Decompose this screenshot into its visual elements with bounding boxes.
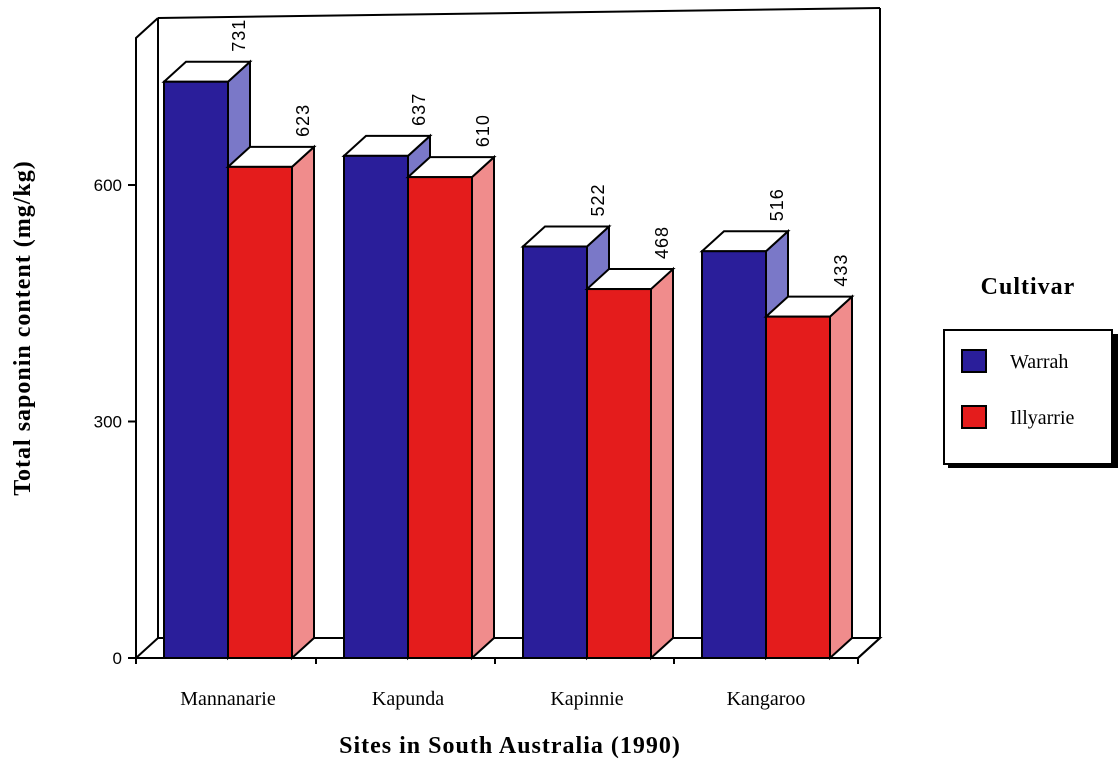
bars-group: 731 623 637 610 522 468 516 433	[161, 19, 855, 661]
bar-value-label: 610	[473, 114, 493, 147]
bar-illyarrie-mannanarie: 623	[225, 104, 317, 661]
bar-value-label: 433	[831, 254, 851, 287]
legend-swatch-warrah	[961, 349, 987, 373]
bar-value-label: 637	[409, 93, 429, 126]
bar-side	[829, 294, 853, 661]
bar-front	[586, 288, 652, 659]
bar-front	[522, 245, 588, 660]
axes-group: 0 300 600 Mannanarie Kapunda Kapinnie Kangaroo	[94, 176, 881, 710]
bar-front	[765, 315, 831, 659]
bar-value-label: 522	[588, 183, 608, 216]
legend-label-warrah: Warrah	[1010, 351, 1068, 373]
bar-warrah-mannanarie: 731	[161, 19, 253, 661]
bar-front	[163, 80, 229, 659]
legend-title: Cultivar	[981, 274, 1076, 300]
bar-illyarrie-kapinnie: 468	[584, 226, 676, 661]
bar-value-label: 516	[767, 188, 787, 221]
y-tick-label: 300	[94, 413, 122, 432]
bar-front	[701, 250, 767, 659]
bar-illyarrie-kangaroo: 433	[763, 254, 855, 661]
y-tick-label: 600	[94, 176, 122, 195]
legend-label-illyarrie: Illyarrie	[1010, 407, 1075, 429]
x-tick-label: Mannanarie	[180, 688, 276, 710]
bar-front	[407, 176, 473, 659]
bar-illyarrie-kapunda: 610	[405, 114, 497, 661]
bar-front	[227, 165, 293, 659]
bar-side	[471, 154, 495, 661]
x-tick-label: Kapinnie	[550, 688, 623, 710]
x-tick-label: Kapunda	[372, 688, 444, 710]
bar-value-label: 731	[229, 19, 249, 52]
bar-side	[291, 144, 315, 661]
x-axis-end	[857, 637, 881, 659]
legend: Cultivar Warrah Illyarrie	[943, 274, 1118, 468]
x-tick-label: Kangaroo	[727, 688, 806, 710]
left-wall	[135, 17, 159, 658]
y-axis-label: Total saponin content (mg/kg)	[10, 160, 36, 496]
bar-value-label: 468	[652, 226, 672, 259]
bar-value-label: 623	[293, 104, 313, 137]
bar-front	[343, 154, 409, 659]
top-edge	[157, 7, 881, 19]
legend-swatch-illyarrie	[961, 405, 987, 429]
y-tick-label: 0	[113, 649, 122, 668]
x-axis-label: Sites in South Australia (1990)	[339, 733, 681, 759]
bar-side	[650, 266, 674, 661]
